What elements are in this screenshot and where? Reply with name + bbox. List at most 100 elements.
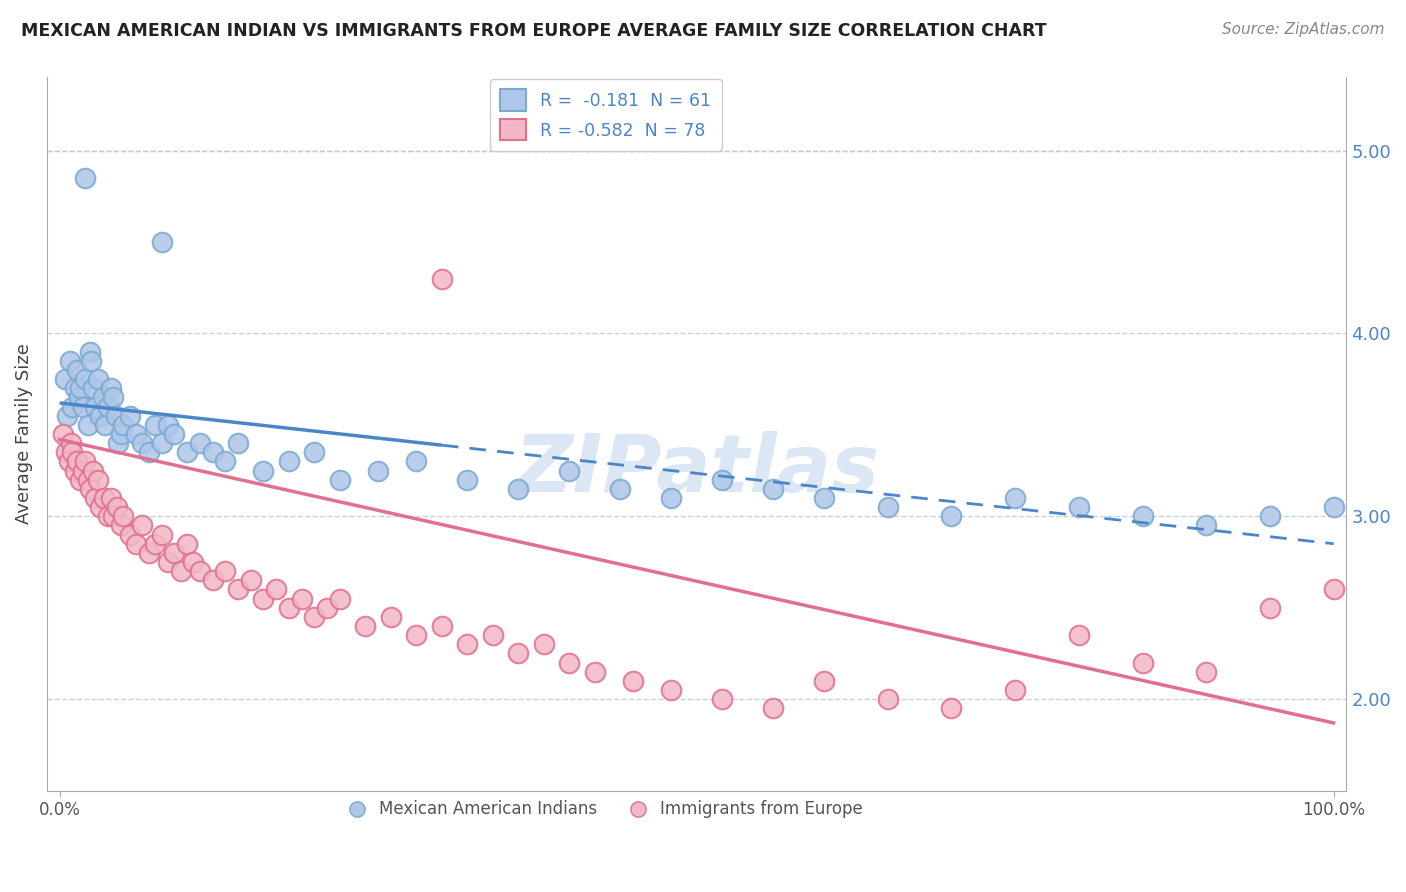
Point	[104, 409, 127, 423]
Point	[143, 537, 166, 551]
Point	[659, 683, 682, 698]
Point	[533, 637, 555, 651]
Point	[1258, 509, 1281, 524]
Point	[97, 400, 120, 414]
Point	[711, 473, 734, 487]
Point	[201, 445, 224, 459]
Point	[97, 509, 120, 524]
Point	[84, 491, 107, 505]
Point	[101, 391, 124, 405]
Point	[53, 372, 76, 386]
Point	[56, 409, 79, 423]
Point	[226, 436, 249, 450]
Point	[52, 427, 75, 442]
Point	[188, 436, 211, 450]
Point	[69, 473, 91, 487]
Point	[67, 391, 90, 405]
Point	[176, 537, 198, 551]
Point	[1258, 600, 1281, 615]
Point	[87, 473, 110, 487]
Point	[876, 692, 898, 706]
Point	[110, 427, 132, 442]
Point	[1195, 518, 1218, 533]
Point	[79, 344, 101, 359]
Point	[138, 546, 160, 560]
Point	[481, 628, 503, 642]
Point	[214, 564, 236, 578]
Point	[813, 673, 835, 688]
Point	[156, 555, 179, 569]
Point	[84, 400, 107, 414]
Point	[278, 454, 301, 468]
Point	[150, 235, 173, 249]
Point	[226, 582, 249, 597]
Point	[291, 591, 314, 606]
Point	[82, 381, 104, 395]
Point	[101, 509, 124, 524]
Point	[110, 518, 132, 533]
Point	[1132, 509, 1154, 524]
Point	[75, 372, 97, 386]
Point	[63, 381, 86, 395]
Point	[105, 500, 128, 515]
Point	[1067, 500, 1090, 515]
Point	[163, 546, 186, 560]
Point	[87, 372, 110, 386]
Point	[813, 491, 835, 505]
Text: ZIPatlas: ZIPatlas	[515, 431, 879, 508]
Point	[107, 436, 129, 450]
Point	[367, 464, 389, 478]
Point	[621, 673, 644, 688]
Point	[79, 482, 101, 496]
Text: Source: ZipAtlas.com: Source: ZipAtlas.com	[1222, 22, 1385, 37]
Point	[80, 354, 103, 368]
Y-axis label: Average Family Size: Average Family Size	[15, 343, 32, 524]
Point	[762, 482, 785, 496]
Point	[125, 537, 148, 551]
Point	[508, 647, 530, 661]
Point	[91, 391, 114, 405]
Point	[69, 381, 91, 395]
Point	[93, 491, 115, 505]
Point	[659, 491, 682, 505]
Point	[456, 637, 478, 651]
Point	[118, 527, 141, 541]
Point	[278, 600, 301, 615]
Point	[63, 464, 86, 478]
Point	[156, 417, 179, 432]
Point	[89, 500, 111, 515]
Point	[150, 527, 173, 541]
Point	[72, 400, 94, 414]
Point	[354, 619, 377, 633]
Point	[609, 482, 631, 496]
Point	[118, 409, 141, 423]
Point	[304, 445, 326, 459]
Point	[329, 591, 352, 606]
Point	[66, 363, 89, 377]
Point	[66, 454, 89, 468]
Point	[89, 409, 111, 423]
Point	[75, 454, 97, 468]
Point	[100, 381, 122, 395]
Point	[60, 400, 83, 414]
Point	[75, 171, 97, 186]
Point	[941, 701, 963, 715]
Point	[405, 454, 427, 468]
Point	[55, 445, 77, 459]
Point	[183, 555, 205, 569]
Point	[138, 445, 160, 459]
Point	[876, 500, 898, 515]
Point	[94, 417, 117, 432]
Point	[762, 701, 785, 715]
Point	[82, 464, 104, 478]
Point	[252, 464, 274, 478]
Point	[112, 509, 135, 524]
Point	[316, 600, 339, 615]
Point	[264, 582, 287, 597]
Point	[1323, 582, 1346, 597]
Point	[76, 417, 98, 432]
Point	[329, 473, 352, 487]
Point	[150, 436, 173, 450]
Point	[59, 354, 82, 368]
Point	[558, 464, 581, 478]
